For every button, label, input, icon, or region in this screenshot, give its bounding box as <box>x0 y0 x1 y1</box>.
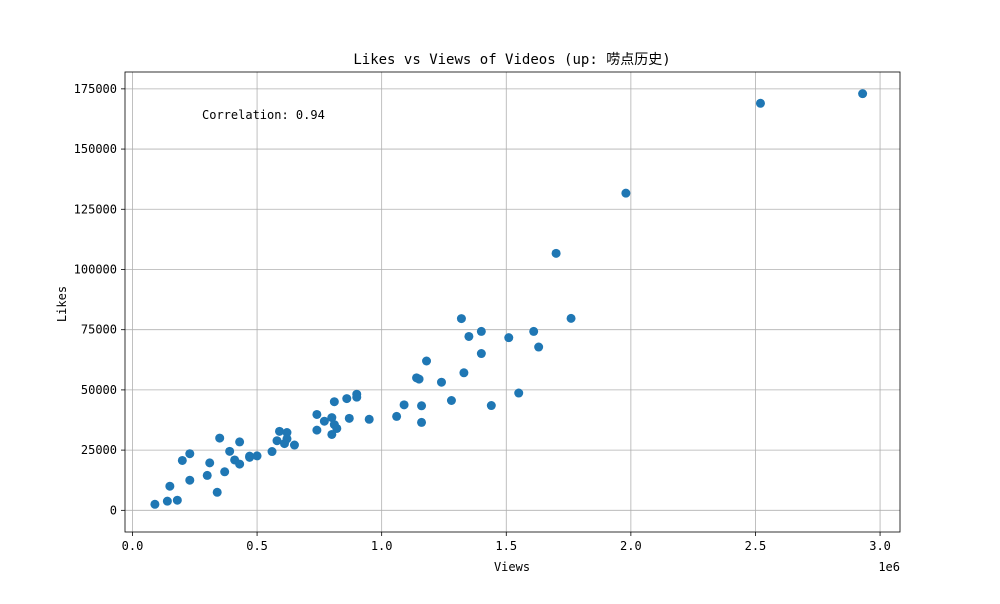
data-point <box>312 425 322 435</box>
data-point <box>289 440 299 450</box>
data-point <box>252 451 262 461</box>
data-point <box>150 499 160 509</box>
data-point <box>534 342 544 352</box>
x-axis-label: Views <box>494 560 530 574</box>
data-point <box>486 401 496 411</box>
data-point <box>312 409 322 419</box>
data-point <box>319 416 329 426</box>
y-tick-label: 125000 <box>74 202 117 216</box>
data-point <box>529 326 539 336</box>
data-point <box>245 452 255 462</box>
data-point <box>417 401 427 411</box>
x-tick-label: 0.5 <box>246 539 268 553</box>
data-point <box>235 459 245 469</box>
x-tick-label: 1.0 <box>371 539 393 553</box>
points-layer <box>150 89 868 509</box>
data-point <box>621 188 631 198</box>
data-point <box>185 449 195 459</box>
data-point <box>476 326 486 336</box>
chart-title: Likes vs Views of Videos (up: 唠点历史) <box>353 52 670 68</box>
data-point <box>329 397 339 407</box>
grid-layer <box>125 72 900 532</box>
data-point <box>282 434 292 444</box>
y-tick-label: 175000 <box>74 82 117 96</box>
y-tick-label: 0 <box>110 503 117 517</box>
data-point <box>282 428 292 438</box>
data-point <box>235 437 245 447</box>
data-point <box>551 248 561 258</box>
data-point <box>476 349 486 359</box>
data-point <box>205 458 215 468</box>
data-point <box>566 313 576 323</box>
plot-frame <box>124 71 901 533</box>
y-tick-label: 100000 <box>74 262 117 276</box>
data-point <box>514 388 524 398</box>
y-tick-label: 50000 <box>81 383 117 397</box>
y-tick-label: 25000 <box>81 443 117 457</box>
data-point <box>422 356 432 366</box>
x-tick-label: 2.5 <box>745 539 767 553</box>
data-point <box>172 495 182 505</box>
data-point <box>446 396 456 406</box>
y-tick-label: 150000 <box>74 142 117 156</box>
x-tick-label: 3.0 <box>869 539 891 553</box>
data-point <box>436 377 446 387</box>
x-axis-offset-label: 1e6 <box>878 560 900 574</box>
data-point <box>202 470 212 480</box>
data-point <box>414 374 424 384</box>
data-point <box>272 436 282 446</box>
data-point <box>185 475 195 485</box>
data-point <box>332 423 342 433</box>
data-point <box>267 447 277 457</box>
correlation-annotation: Correlation: 0.94 <box>202 108 325 122</box>
data-point <box>327 413 337 423</box>
y-axis-label: Likes <box>55 286 69 322</box>
x-tick-label: 2.0 <box>620 539 642 553</box>
x-tick-label: 0.0 <box>122 539 144 553</box>
data-point <box>225 446 235 456</box>
data-point <box>212 487 222 497</box>
ticks-layer: 0.0 0.5 1.0 1.5 2.0 2.5 3.0 0 25000 50000 75000 100… <box>74 82 891 553</box>
data-point <box>220 467 230 477</box>
data-point <box>417 417 427 427</box>
data-point <box>459 368 469 378</box>
data-point <box>464 331 474 341</box>
data-point <box>858 89 868 99</box>
data-point <box>275 426 285 436</box>
data-point <box>504 333 514 343</box>
data-point <box>755 98 765 108</box>
data-point <box>352 392 362 402</box>
data-point <box>456 314 466 324</box>
data-point <box>342 394 352 404</box>
data-point <box>392 411 402 421</box>
y-tick-label: 75000 <box>81 323 117 337</box>
data-point <box>344 413 354 423</box>
data-point <box>162 496 172 506</box>
data-point <box>215 433 225 443</box>
data-point <box>399 400 409 410</box>
data-point <box>165 481 175 491</box>
data-point <box>177 455 187 465</box>
data-point <box>327 429 337 439</box>
data-point <box>364 414 374 424</box>
x-tick-label: 1.5 <box>495 539 517 553</box>
